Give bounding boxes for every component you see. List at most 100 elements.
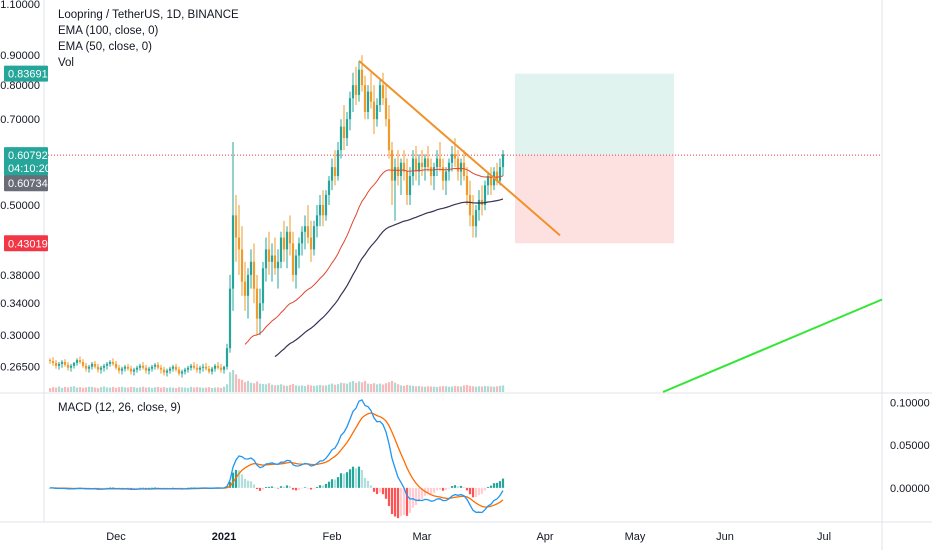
macd-histogram-bar <box>360 469 364 488</box>
volume-bar <box>103 386 106 392</box>
time-tick-label: Jun <box>716 531 734 543</box>
macd-histogram-bar <box>141 487 145 489</box>
volume-bar <box>457 386 460 392</box>
macd-histogram-bar <box>342 473 346 488</box>
macd-histogram-bar <box>363 477 367 488</box>
volume-bar <box>367 383 370 392</box>
volume-bar <box>79 387 82 392</box>
candle-body <box>339 126 343 151</box>
price-tick-label: 0.34000 <box>0 298 40 310</box>
candle-body <box>54 362 58 366</box>
volume-bar <box>61 387 64 392</box>
candle-body <box>138 365 142 368</box>
candle-body <box>414 158 418 172</box>
volume-bar <box>418 386 421 392</box>
volume-bar <box>172 387 175 392</box>
candle-body <box>72 362 76 366</box>
volume-bar <box>181 387 184 392</box>
volume-bar <box>346 383 349 392</box>
volume-bar <box>421 386 424 392</box>
volume-bar <box>280 384 283 392</box>
candle-body <box>132 369 136 372</box>
volume-bar <box>385 383 388 392</box>
candle-body <box>318 204 322 216</box>
macd-histogram-bar <box>450 486 454 488</box>
macd-histogram-bar <box>432 487 436 493</box>
candle-body <box>426 158 430 168</box>
candle-body <box>306 226 310 238</box>
volume-bar <box>499 385 502 392</box>
candle-body <box>327 180 331 195</box>
macd-histogram-bar <box>303 487 307 488</box>
volume-bar <box>484 386 487 392</box>
volume-bar <box>307 384 310 392</box>
volume-bar <box>64 386 67 392</box>
macd-signal-line <box>50 412 504 508</box>
macd-histogram-bar <box>393 487 397 517</box>
volume-bar <box>424 386 427 392</box>
volume-bar <box>445 386 448 392</box>
macd-histogram-bar <box>357 466 361 488</box>
resistance-trendline <box>358 60 561 237</box>
candle-body <box>63 361 67 365</box>
macd-histogram-bar <box>435 487 439 491</box>
macd-histogram-bar <box>477 487 481 496</box>
candle-body <box>165 370 169 373</box>
macd-histogram-bar <box>126 487 130 489</box>
volume-bar <box>409 385 412 392</box>
macd-line <box>49 399 504 514</box>
candle-body <box>447 162 451 172</box>
candle-body <box>129 368 133 372</box>
candle-body <box>210 368 214 372</box>
macd-histogram-bar <box>330 479 334 488</box>
macd-histogram-bar <box>444 487 448 491</box>
volume-bar <box>124 387 127 392</box>
volume-bar <box>379 383 382 392</box>
macd-histogram-bar <box>150 487 154 489</box>
macd-histogram-bar <box>297 487 301 490</box>
volume-bar <box>208 387 211 392</box>
candle-body <box>471 215 475 227</box>
price-tag-label: 0.43019 <box>8 238 48 250</box>
volume-bar <box>475 386 478 392</box>
candle-body <box>267 249 271 262</box>
volume-bar <box>259 383 262 392</box>
candle-body <box>321 204 325 216</box>
candle-body <box>375 105 379 120</box>
macd-histogram-bar <box>300 487 304 489</box>
candle-body <box>213 365 217 369</box>
candle-body <box>396 167 400 177</box>
macd-histogram-bar <box>324 483 328 488</box>
macd-histogram-bar <box>288 486 292 488</box>
volume-bar <box>133 387 136 392</box>
candle-body <box>501 154 505 168</box>
price-tag <box>4 65 48 82</box>
macd-histogram-bar <box>438 487 442 490</box>
macd-histogram-bar <box>261 487 265 490</box>
macd-histogram-bar <box>354 468 358 488</box>
candle-body <box>372 101 376 120</box>
volume-bar <box>187 387 190 392</box>
volume-bar <box>439 386 442 392</box>
price-tag-label: 0.60734 <box>8 178 48 190</box>
volume-bar <box>460 386 463 392</box>
candle-body <box>408 176 412 195</box>
volume-bar <box>166 387 169 392</box>
candle-body <box>261 268 265 304</box>
volume-bar <box>322 385 325 392</box>
candle-body <box>225 348 229 367</box>
candle-body <box>219 367 223 370</box>
macd-histogram-bar <box>135 487 139 489</box>
candle-body <box>393 167 397 181</box>
volume-bar <box>487 386 490 392</box>
macd-histogram-bar <box>396 487 400 519</box>
volume-bar <box>361 382 364 392</box>
candle-body <box>441 167 445 181</box>
volume-bar <box>220 387 223 392</box>
macd-histogram-bar <box>282 486 286 488</box>
price-tick-label: 0.26500 <box>0 362 40 374</box>
candle-body <box>345 119 349 139</box>
volume-bar <box>223 386 226 392</box>
macd-histogram-bar <box>366 480 370 488</box>
